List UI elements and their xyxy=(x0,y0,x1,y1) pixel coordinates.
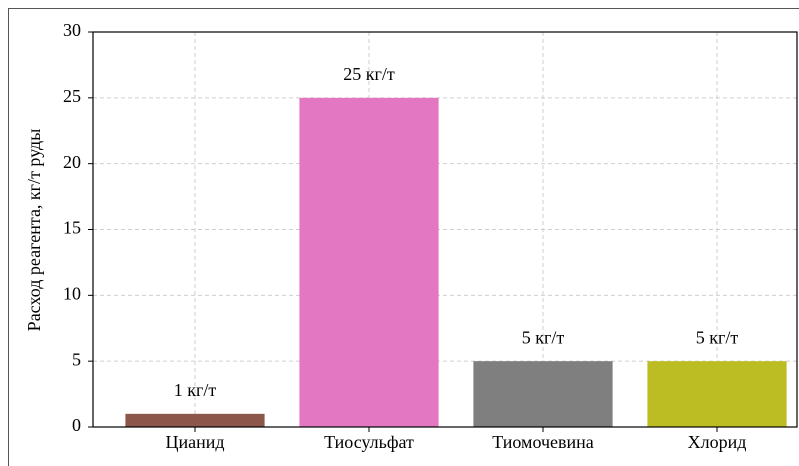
y-tick-label: 20 xyxy=(63,152,81,172)
y-axis-label: Расход реагента, кг/т руды xyxy=(24,129,44,332)
bar xyxy=(647,361,787,427)
x-tick-label: Хлорид xyxy=(688,432,747,452)
x-tick-label: Цианид xyxy=(165,432,224,452)
frame xyxy=(8,8,799,466)
bar xyxy=(125,413,265,427)
bar xyxy=(299,97,439,427)
y-tick-label: 15 xyxy=(63,218,81,238)
y-tick-label: 0 xyxy=(72,415,81,435)
y-tick-label: 25 xyxy=(63,86,81,106)
value-label: 25 кг/т xyxy=(343,64,395,84)
bar xyxy=(473,361,613,427)
value-label: 1 кг/т xyxy=(174,380,217,400)
value-label: 5 кг/т xyxy=(696,327,739,347)
y-tick-label: 5 xyxy=(72,349,81,369)
x-tick-label: Тиосульфат xyxy=(324,432,414,452)
plot-frame xyxy=(92,31,798,428)
y-tick-label: 30 xyxy=(63,20,81,40)
x-tick-label: Тиомочевина xyxy=(492,432,594,452)
y-tick-label: 10 xyxy=(63,283,81,303)
value-label: 5 кг/т xyxy=(522,327,565,347)
